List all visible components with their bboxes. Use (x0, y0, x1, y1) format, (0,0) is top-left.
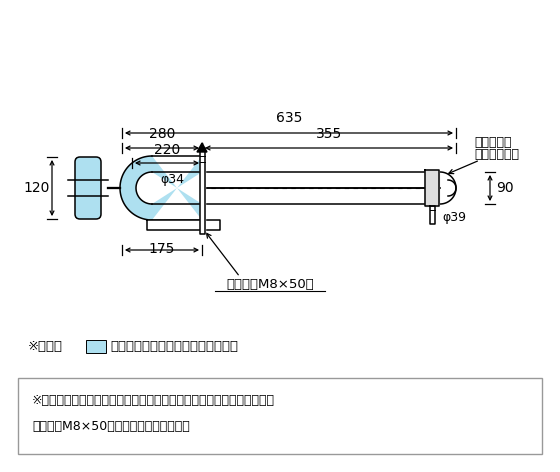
Polygon shape (199, 148, 204, 234)
Text: 人工大理石: 人工大理石 (474, 136, 511, 150)
Text: 175: 175 (149, 242, 175, 256)
Polygon shape (147, 220, 220, 230)
Text: ※図面の: ※図面の (28, 340, 63, 354)
Text: 280: 280 (149, 127, 175, 141)
Text: φ34: φ34 (160, 174, 184, 186)
Text: 120: 120 (24, 181, 50, 195)
Polygon shape (440, 172, 456, 204)
Polygon shape (425, 170, 439, 206)
Polygon shape (120, 156, 202, 220)
Text: φ39: φ39 (442, 211, 466, 225)
Polygon shape (197, 143, 207, 152)
Text: 220: 220 (154, 143, 180, 157)
Text: ※人工大理石カウンター用手すりを取り付けの際は必ず同梱の固定金具: ※人工大理石カウンター用手すりを取り付けの際は必ず同梱の固定金具 (32, 394, 275, 406)
Text: 部は樹脰被覆部分を示しています。: 部は樹脰被覆部分を示しています。 (110, 340, 238, 354)
Text: （ボルトM8×50）を使用してください。: （ボルトM8×50）を使用してください。 (32, 420, 190, 432)
Polygon shape (202, 172, 440, 204)
Text: 355: 355 (316, 127, 342, 141)
FancyBboxPatch shape (86, 340, 106, 353)
Polygon shape (430, 206, 435, 224)
Text: 635: 635 (276, 111, 302, 125)
Text: ボルト（M8×50）: ボルト（M8×50） (226, 278, 314, 291)
FancyBboxPatch shape (75, 157, 101, 219)
Text: カウンターー: カウンターー (474, 149, 519, 161)
FancyBboxPatch shape (18, 378, 542, 454)
Text: 90: 90 (496, 181, 514, 195)
